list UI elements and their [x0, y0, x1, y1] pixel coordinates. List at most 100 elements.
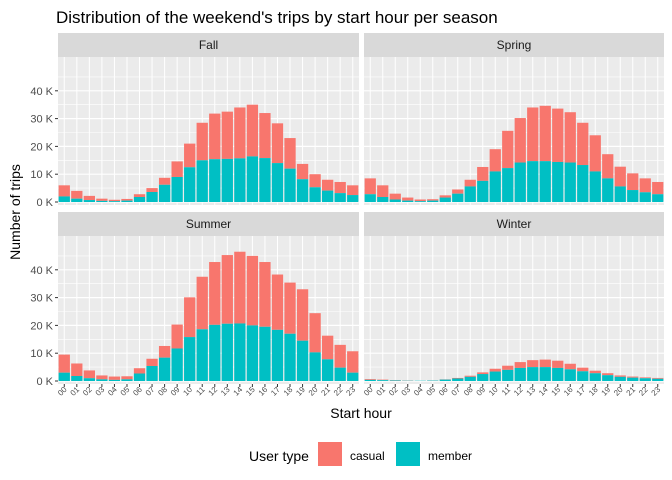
bar-casual-spring-12 — [514, 118, 526, 163]
bar-member-winter-11 — [502, 369, 514, 381]
legend-label-casual: casual — [350, 449, 385, 463]
bar-member-summer-14 — [234, 323, 246, 381]
x-tick-label: 00 — [362, 385, 375, 398]
x-tick-label: 22 — [637, 385, 650, 398]
x-tick-label: 17 — [269, 385, 282, 398]
bar-casual-fall-17 — [271, 123, 284, 164]
bar-member-fall-03 — [96, 200, 108, 202]
bar-casual-fall-19 — [296, 163, 309, 180]
y-tick-label: 30 K — [30, 293, 53, 305]
bar-casual-winter-22 — [639, 377, 651, 379]
bar-casual-summer-15 — [246, 255, 259, 326]
bar-casual-spring-20 — [614, 166, 626, 187]
facet-strip — [364, 212, 664, 236]
x-tick-label: 04 — [412, 385, 425, 398]
bar-casual-fall-13 — [221, 111, 233, 159]
bar-member-summer-01 — [71, 375, 83, 381]
bar-member-fall-16 — [259, 158, 271, 202]
bar-casual-fall-21 — [322, 179, 334, 191]
bar-member-winter-20 — [614, 376, 626, 381]
bar-casual-winter-09 — [477, 372, 489, 375]
bar-casual-spring-19 — [602, 154, 614, 179]
bar-member-winter-02 — [389, 380, 401, 381]
bar-member-fall-09 — [171, 176, 183, 202]
facet-strip-label: Summer — [186, 217, 231, 231]
x-tick-label: 01 — [375, 385, 388, 398]
bar-member-spring-08 — [464, 186, 476, 202]
bar-member-winter-13 — [527, 367, 539, 381]
legend-key-casual — [318, 442, 342, 466]
y-tick-label: 20 K — [30, 141, 53, 153]
x-tick-label: 17 — [575, 385, 588, 398]
bar-member-summer-19 — [296, 340, 309, 381]
bar-member-winter-22 — [639, 378, 651, 381]
bar-member-spring-02 — [389, 199, 401, 202]
x-tick-label: 20 — [307, 385, 320, 398]
bar-member-fall-15 — [246, 156, 259, 202]
bar-casual-summer-05 — [121, 376, 133, 380]
x-tick-label: 20 — [612, 385, 625, 398]
bar-member-spring-09 — [477, 180, 489, 202]
bar-member-summer-23 — [347, 372, 359, 381]
bar-member-spring-07 — [452, 193, 464, 202]
x-tick-label: 19 — [294, 385, 307, 398]
bar-casual-winter-08 — [464, 375, 476, 377]
x-tick-label: 16 — [257, 385, 270, 398]
bar-casual-spring-22 — [639, 178, 651, 193]
bar-casual-winter-13 — [527, 360, 539, 368]
facet-panels: Fall 0 K 10 K 20 K 30 K 40 K Spring Summer 0 K 10… — [30, 33, 664, 398]
bar-member-spring-20 — [614, 186, 626, 202]
bar-member-summer-05 — [121, 379, 133, 381]
bar-casual-spring-14 — [539, 105, 551, 162]
bar-casual-summer-06 — [133, 368, 146, 374]
bar-casual-fall-05 — [121, 198, 133, 201]
bar-member-spring-19 — [602, 178, 614, 202]
bar-member-summer-20 — [309, 352, 321, 381]
x-tick-label: 09 — [475, 385, 488, 398]
bar-member-spring-00 — [364, 194, 376, 202]
bar-casual-summer-20 — [309, 313, 321, 353]
bar-casual-winter-18 — [589, 370, 601, 374]
bar-casual-fall-15 — [246, 104, 259, 157]
y-tick-label: 30 K — [30, 114, 53, 126]
x-tick-label: 05 — [425, 385, 438, 398]
bar-casual-spring-01 — [377, 185, 389, 197]
legend-key-member — [396, 442, 420, 466]
bar-member-summer-16 — [259, 326, 271, 381]
bar-member-summer-09 — [171, 348, 183, 381]
x-tick-label: 11 — [500, 385, 513, 398]
x-tick-label: 12 — [512, 385, 525, 398]
bar-member-summer-18 — [284, 333, 296, 381]
bar-casual-summer-22 — [334, 344, 346, 368]
facet-strip — [58, 212, 359, 236]
legend-label-member: member — [428, 449, 472, 463]
bar-member-summer-02 — [83, 378, 95, 381]
bar-casual-spring-23 — [652, 181, 664, 195]
x-tick-label: 06 — [131, 385, 144, 398]
x-tick-label: 00 — [56, 385, 69, 398]
bar-member-winter-10 — [489, 371, 501, 381]
x-tick-label: 04 — [106, 385, 119, 398]
bar-member-spring-16 — [564, 162, 576, 202]
facet-strip — [364, 33, 664, 57]
bar-member-fall-02 — [83, 200, 95, 202]
x-tick-label: 21 — [625, 385, 638, 398]
bar-casual-spring-07 — [452, 189, 464, 194]
bar-casual-fall-18 — [284, 138, 296, 169]
bar-casual-spring-04 — [414, 199, 426, 202]
bar-casual-fall-04 — [108, 199, 121, 202]
bar-member-winter-07 — [452, 378, 464, 381]
bar-casual-winter-16 — [564, 363, 576, 370]
bar-member-winter-18 — [589, 373, 601, 381]
bar-member-summer-10 — [184, 337, 196, 381]
bar-casual-winter-10 — [489, 368, 501, 372]
facet-panel — [58, 57, 359, 205]
x-tick-label: 08 — [156, 385, 169, 398]
y-tick-label: 40 K — [30, 265, 53, 277]
bar-casual-fall-12 — [209, 113, 221, 160]
x-tick-label: 13 — [219, 385, 232, 398]
bar-member-summer-11 — [196, 329, 208, 381]
facet-panel — [58, 236, 359, 384]
bar-casual-spring-06 — [439, 195, 451, 198]
